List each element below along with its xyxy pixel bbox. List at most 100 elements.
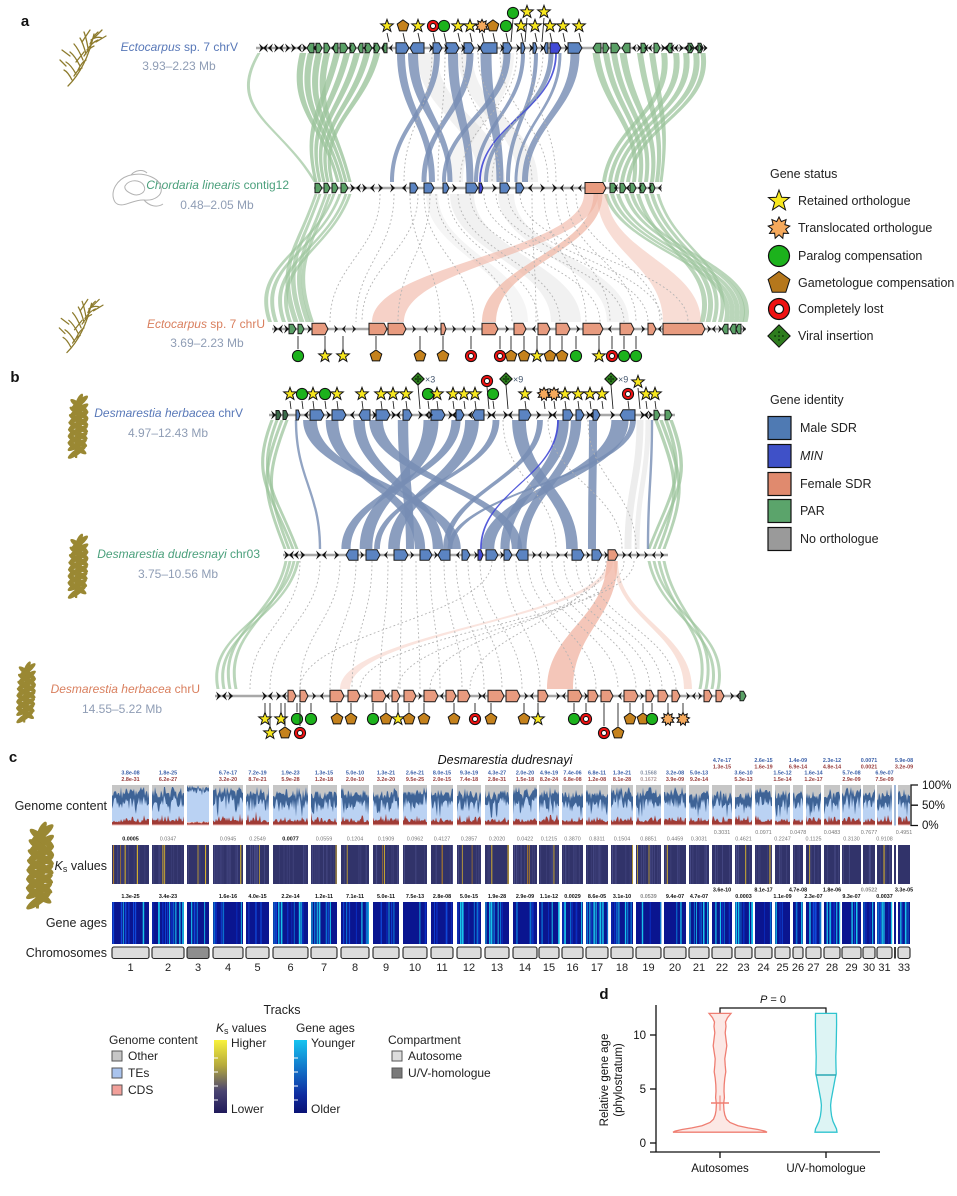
svg-text:6.2e-27: 6.2e-27 (159, 777, 177, 783)
svg-text:Male SDR: Male SDR (800, 421, 857, 435)
svg-text:3.2e-09: 3.2e-09 (895, 765, 913, 771)
svg-text:5.0e-15: 5.0e-15 (460, 894, 478, 900)
svg-text:0.3870: 0.3870 (564, 837, 581, 843)
svg-text:23: 23 (737, 962, 749, 974)
svg-text:0.2549: 0.2549 (249, 837, 266, 843)
svg-text:0.0971: 0.0971 (755, 830, 772, 836)
svg-text:Ectocarpus sp. 7 chrU: Ectocarpus sp. 7 chrU (147, 317, 265, 331)
svg-text:0.4951: 0.4951 (896, 830, 913, 836)
svg-text:0.0003: 0.0003 (735, 894, 752, 900)
svg-text:0.1672: 0.1672 (640, 777, 657, 783)
svg-text:Autosome: Autosome (408, 1049, 462, 1063)
svg-text:19: 19 (642, 962, 654, 974)
svg-text:Chordaria linearis contig12: Chordaria linearis contig12 (146, 178, 289, 192)
svg-text:5.7e-08: 5.7e-08 (842, 771, 860, 777)
svg-text:Gene ages: Gene ages (46, 916, 107, 930)
svg-text:4.7e-08: 4.7e-08 (789, 888, 807, 894)
svg-text:1.5e-18: 1.5e-18 (516, 777, 534, 783)
svg-text:28: 28 (826, 962, 838, 974)
svg-text:1.3e-21: 1.3e-21 (613, 771, 631, 777)
svg-text:8.2e-24: 8.2e-24 (540, 777, 558, 783)
svg-text:1.9e-23: 1.9e-23 (281, 771, 299, 777)
svg-text:0.8851: 0.8851 (640, 837, 657, 843)
svg-text:26: 26 (792, 962, 804, 974)
svg-text:6.8e-08: 6.8e-08 (563, 777, 581, 783)
svg-text:0.1125: 0.1125 (805, 837, 821, 843)
svg-text:33: 33 (898, 962, 910, 974)
svg-text:1.6e-14: 1.6e-14 (804, 771, 822, 777)
svg-text:Gametologue compensation: Gametologue compensation (798, 276, 954, 290)
svg-text:1.3e-15: 1.3e-15 (713, 765, 731, 771)
svg-text:31: 31 (878, 962, 890, 974)
svg-text:0.3130: 0.3130 (843, 837, 860, 843)
svg-text:10: 10 (633, 1030, 646, 1042)
svg-text:0.0539: 0.0539 (640, 894, 657, 900)
svg-text:0: 0 (640, 1138, 646, 1150)
svg-text:4.9e-19: 4.9e-19 (540, 771, 558, 777)
svg-text:Ks values: Ks values (216, 1021, 267, 1036)
svg-text:2.3e-07: 2.3e-07 (804, 894, 822, 900)
svg-text:Compartment: Compartment (388, 1033, 461, 1047)
svg-text:MIN: MIN (800, 449, 824, 463)
svg-text:U/V-homologue: U/V-homologue (408, 1066, 491, 1080)
svg-text:1.1e-12: 1.1e-12 (540, 894, 558, 900)
svg-text:0.0422: 0.0422 (517, 837, 534, 843)
svg-text:9.3e-19: 9.3e-19 (460, 771, 478, 777)
svg-text:16: 16 (566, 962, 578, 974)
svg-text:4.97–12.43 Mb: 4.97–12.43 Mb (128, 426, 208, 440)
svg-text:1.4e-09: 1.4e-09 (789, 758, 807, 764)
svg-text:8.7e-21: 8.7e-21 (248, 777, 266, 783)
svg-text:2.0e-20: 2.0e-20 (516, 771, 534, 777)
svg-text:2.9e-09: 2.9e-09 (842, 777, 860, 783)
svg-text:2.6e-21: 2.6e-21 (406, 771, 424, 777)
svg-text:3.8e-08: 3.8e-08 (121, 771, 139, 777)
svg-text:50%: 50% (922, 800, 945, 812)
svg-text:20: 20 (669, 962, 681, 974)
svg-text:Ks values: Ks values (55, 859, 107, 874)
svg-text:0.0522: 0.0522 (861, 888, 878, 894)
svg-text:4.7e-07: 4.7e-07 (690, 894, 708, 900)
svg-text:0.0559: 0.0559 (316, 837, 333, 843)
svg-text:3.93–2.23 Mb: 3.93–2.23 Mb (142, 59, 216, 73)
svg-text:×3: ×3 (425, 375, 435, 385)
svg-text:1.3e-25: 1.3e-25 (121, 894, 139, 900)
svg-text:30: 30 (863, 962, 875, 974)
svg-text:14.55–5.22 Mb: 14.55–5.22 Mb (82, 702, 162, 716)
svg-text:7.1e-11: 7.1e-11 (346, 894, 364, 900)
svg-text:100%: 100% (922, 780, 951, 792)
svg-text:7.5e-13: 7.5e-13 (406, 894, 424, 900)
svg-text:Viral insertion: Viral insertion (798, 329, 874, 343)
svg-text:Retained orthologue: Retained orthologue (798, 194, 911, 208)
svg-text:2: 2 (165, 962, 171, 974)
svg-text:0.4459: 0.4459 (667, 837, 684, 843)
svg-text:0.8311: 0.8311 (589, 837, 605, 843)
svg-text:7: 7 (321, 962, 327, 974)
svg-text:7.4e-06: 7.4e-06 (563, 771, 581, 777)
svg-text:3.1e-10: 3.1e-10 (613, 894, 631, 900)
svg-text:0.1568: 0.1568 (640, 771, 657, 777)
svg-text:8.0e-15: 8.0e-15 (433, 771, 451, 777)
svg-text:2.8e-08: 2.8e-08 (433, 894, 451, 900)
svg-text:Desmarestia herbacea chrV: Desmarestia herbacea chrV (94, 406, 243, 420)
svg-text:1.2e-08: 1.2e-08 (588, 777, 606, 783)
svg-text:No orthologue: No orthologue (800, 532, 879, 546)
svg-text:×9: ×9 (618, 375, 628, 385)
svg-text:8: 8 (352, 962, 358, 974)
svg-text:Desmarestia dudresnayi chr03: Desmarestia dudresnayi chr03 (97, 547, 260, 561)
svg-text:2.2e-14: 2.2e-14 (281, 894, 299, 900)
svg-text:Chromosomes: Chromosomes (26, 946, 107, 960)
svg-text:24: 24 (757, 962, 769, 974)
svg-text:PAR: PAR (800, 504, 825, 518)
svg-text:Completely lost: Completely lost (798, 302, 884, 316)
svg-text:0%: 0% (922, 820, 939, 832)
svg-text:(phylostratum): (phylostratum) (613, 1043, 625, 1117)
svg-text:0.4621: 0.4621 (735, 837, 752, 843)
svg-text:0.2247: 0.2247 (774, 837, 791, 843)
svg-text:5.0e-13: 5.0e-13 (690, 771, 708, 777)
svg-text:6.9e-07: 6.9e-07 (875, 771, 893, 777)
svg-text:13: 13 (491, 962, 503, 974)
svg-text:0.2020: 0.2020 (489, 837, 506, 843)
svg-text:0.0483: 0.0483 (824, 830, 841, 836)
svg-text:9.2e-14: 9.2e-14 (690, 777, 708, 783)
svg-text:18: 18 (616, 962, 628, 974)
